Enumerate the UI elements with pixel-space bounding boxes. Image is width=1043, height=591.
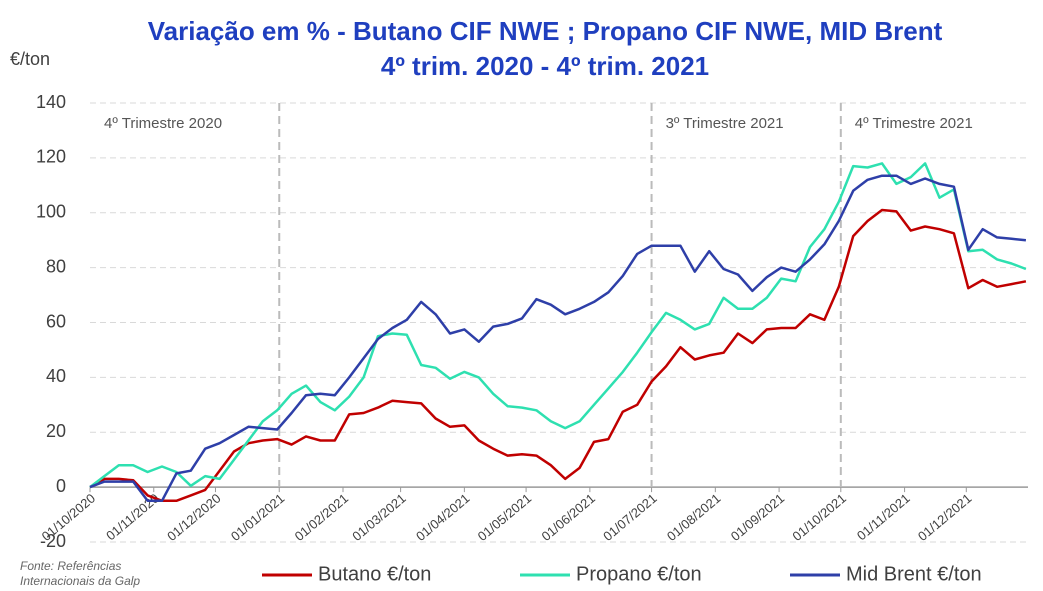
chart-subtitle: 4º trim. 2020 - 4º trim. 2021 [381, 51, 709, 81]
annotation: 4º Trimestre 2021 [855, 115, 973, 132]
y-tick-label: 0 [56, 476, 66, 496]
x-tick-label: 01/04/2021 [413, 491, 472, 544]
x-tick-label: 01/02/2021 [292, 491, 351, 544]
y-tick-label: 40 [46, 366, 66, 386]
y-tick-label: 140 [36, 92, 66, 112]
y-tick-label: 80 [46, 256, 66, 276]
legend-label: Butano €/ton [318, 563, 431, 585]
y-tick-label: 20 [46, 421, 66, 441]
x-tick-label: 01/01/2021 [228, 491, 287, 544]
annotation: 3º Trimestre 2021 [666, 115, 784, 132]
series-line [89, 174, 1027, 503]
x-tick-label: 01/09/2021 [728, 491, 787, 544]
series-line [89, 162, 1027, 489]
legend-label: Propano €/ton [576, 563, 702, 585]
series-line [89, 208, 1027, 503]
x-tick-label: 01/06/2021 [538, 491, 597, 544]
y-tick-label: 100 [36, 202, 66, 222]
x-tick-label: 01/12/2021 [915, 491, 974, 544]
y-axis-label: €/ton [10, 49, 50, 69]
y-tick-label: 60 [46, 311, 66, 331]
annotation: 4º Trimestre 2020 [104, 115, 222, 132]
legend-label: Mid Brent €/ton [846, 563, 982, 585]
x-tick-label: 01/10/2021 [789, 491, 848, 544]
y-tick-label: 120 [36, 147, 66, 167]
x-tick-label: 01/12/2020 [164, 491, 223, 544]
x-tick-label: 01/05/2021 [475, 491, 534, 544]
x-tick-label: 01/03/2021 [349, 491, 408, 544]
y-tick-label: -20 [40, 531, 66, 551]
chart-title: Variação em % - Butano CIF NWE ; Propano… [148, 16, 943, 46]
source-note: Internacionais da Galp [20, 574, 140, 588]
x-tick-label: 01/10/2020 [39, 491, 98, 544]
x-tick-label: 01/11/2021 [854, 491, 913, 544]
source-note: Fonte: Referências [20, 559, 121, 573]
x-tick-label: 01/07/2021 [600, 491, 659, 544]
x-tick-label: 01/08/2021 [664, 491, 723, 544]
